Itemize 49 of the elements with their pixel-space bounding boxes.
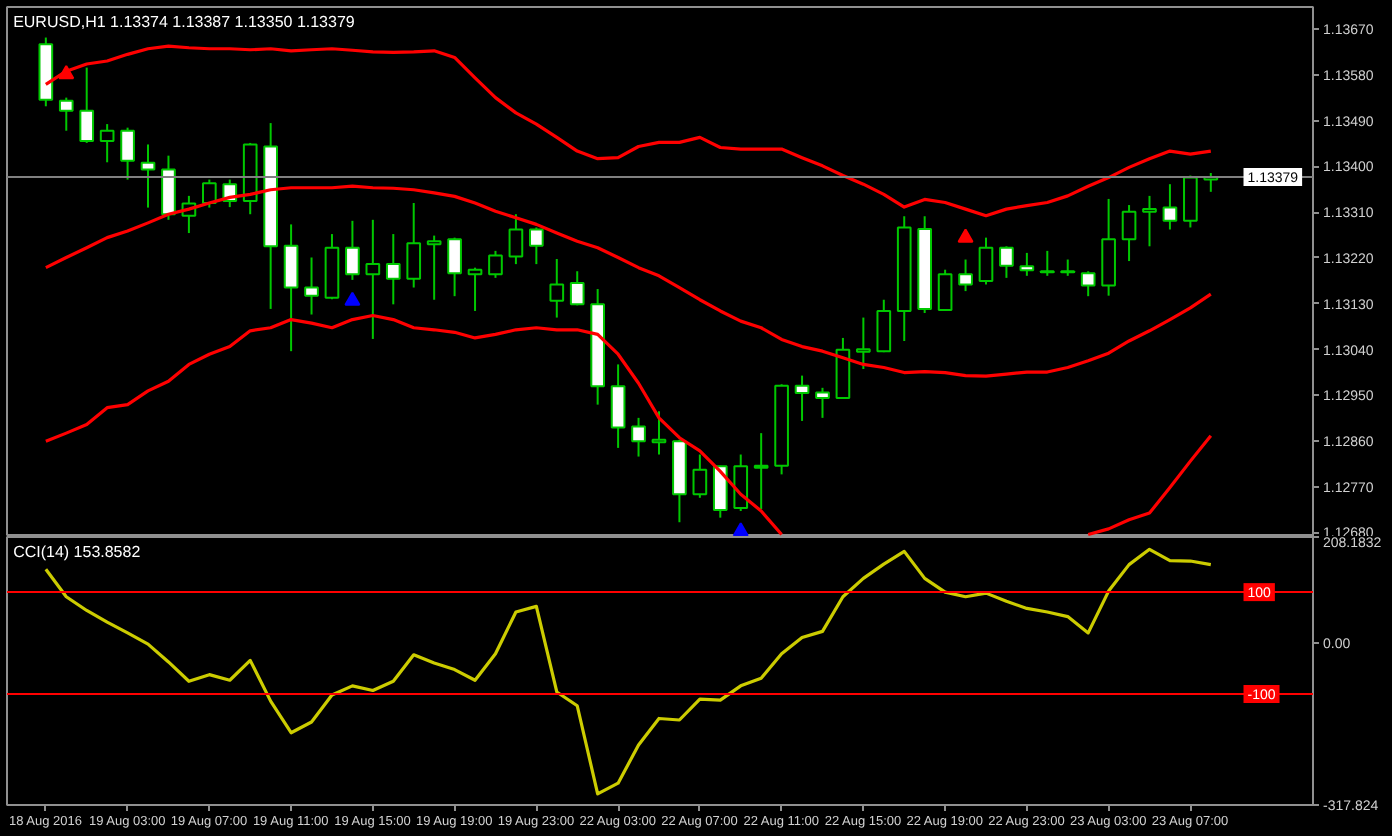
candlestick xyxy=(733,453,749,513)
candlestick xyxy=(447,236,462,298)
point xyxy=(957,228,974,243)
candlestick xyxy=(1121,204,1137,263)
candlestick xyxy=(569,270,585,307)
candlestick xyxy=(99,123,115,164)
candlestick xyxy=(1080,270,1096,298)
candlestick xyxy=(202,178,217,209)
candlestick xyxy=(937,268,953,312)
candlestick xyxy=(1019,251,1035,277)
candlestick xyxy=(283,223,299,353)
chart-title: EURUSD,H1 1.13374 1.13387 1.13350 1.13379 xyxy=(13,13,356,31)
candlestick xyxy=(406,202,422,289)
candlestick xyxy=(610,363,626,449)
candlestick xyxy=(1101,197,1116,297)
point xyxy=(58,65,75,80)
candlestick xyxy=(529,226,544,266)
candlestick xyxy=(508,213,524,266)
chart-title: CCI(14) 153.8582 xyxy=(13,543,142,561)
candlestick xyxy=(1183,174,1198,229)
candlestick xyxy=(385,233,401,306)
candlestick xyxy=(978,236,994,286)
candlestick xyxy=(426,234,442,301)
candlestick xyxy=(58,96,74,132)
candlestick xyxy=(876,298,892,354)
candlestick xyxy=(304,256,319,316)
candlestick xyxy=(467,266,483,312)
candlestick xyxy=(753,432,769,510)
candlestick xyxy=(140,143,156,209)
candlestick xyxy=(999,245,1014,279)
point xyxy=(732,522,749,536)
candlestick xyxy=(120,126,135,181)
candlestick xyxy=(1162,183,1178,231)
candlestick xyxy=(712,464,728,519)
candlestick xyxy=(365,218,381,340)
candlestick xyxy=(161,154,176,221)
candlestick xyxy=(345,219,360,281)
candlestick xyxy=(631,416,646,458)
candlestick xyxy=(1039,249,1055,277)
candlestick xyxy=(549,258,565,319)
candlestick xyxy=(958,258,973,293)
candlestick xyxy=(79,66,95,144)
point xyxy=(344,291,361,306)
candlestick xyxy=(794,374,810,422)
candlestick xyxy=(692,453,708,499)
candlestick xyxy=(488,249,503,279)
candlestick xyxy=(856,316,871,370)
candlestick xyxy=(815,386,830,419)
candlestick xyxy=(1142,194,1157,248)
